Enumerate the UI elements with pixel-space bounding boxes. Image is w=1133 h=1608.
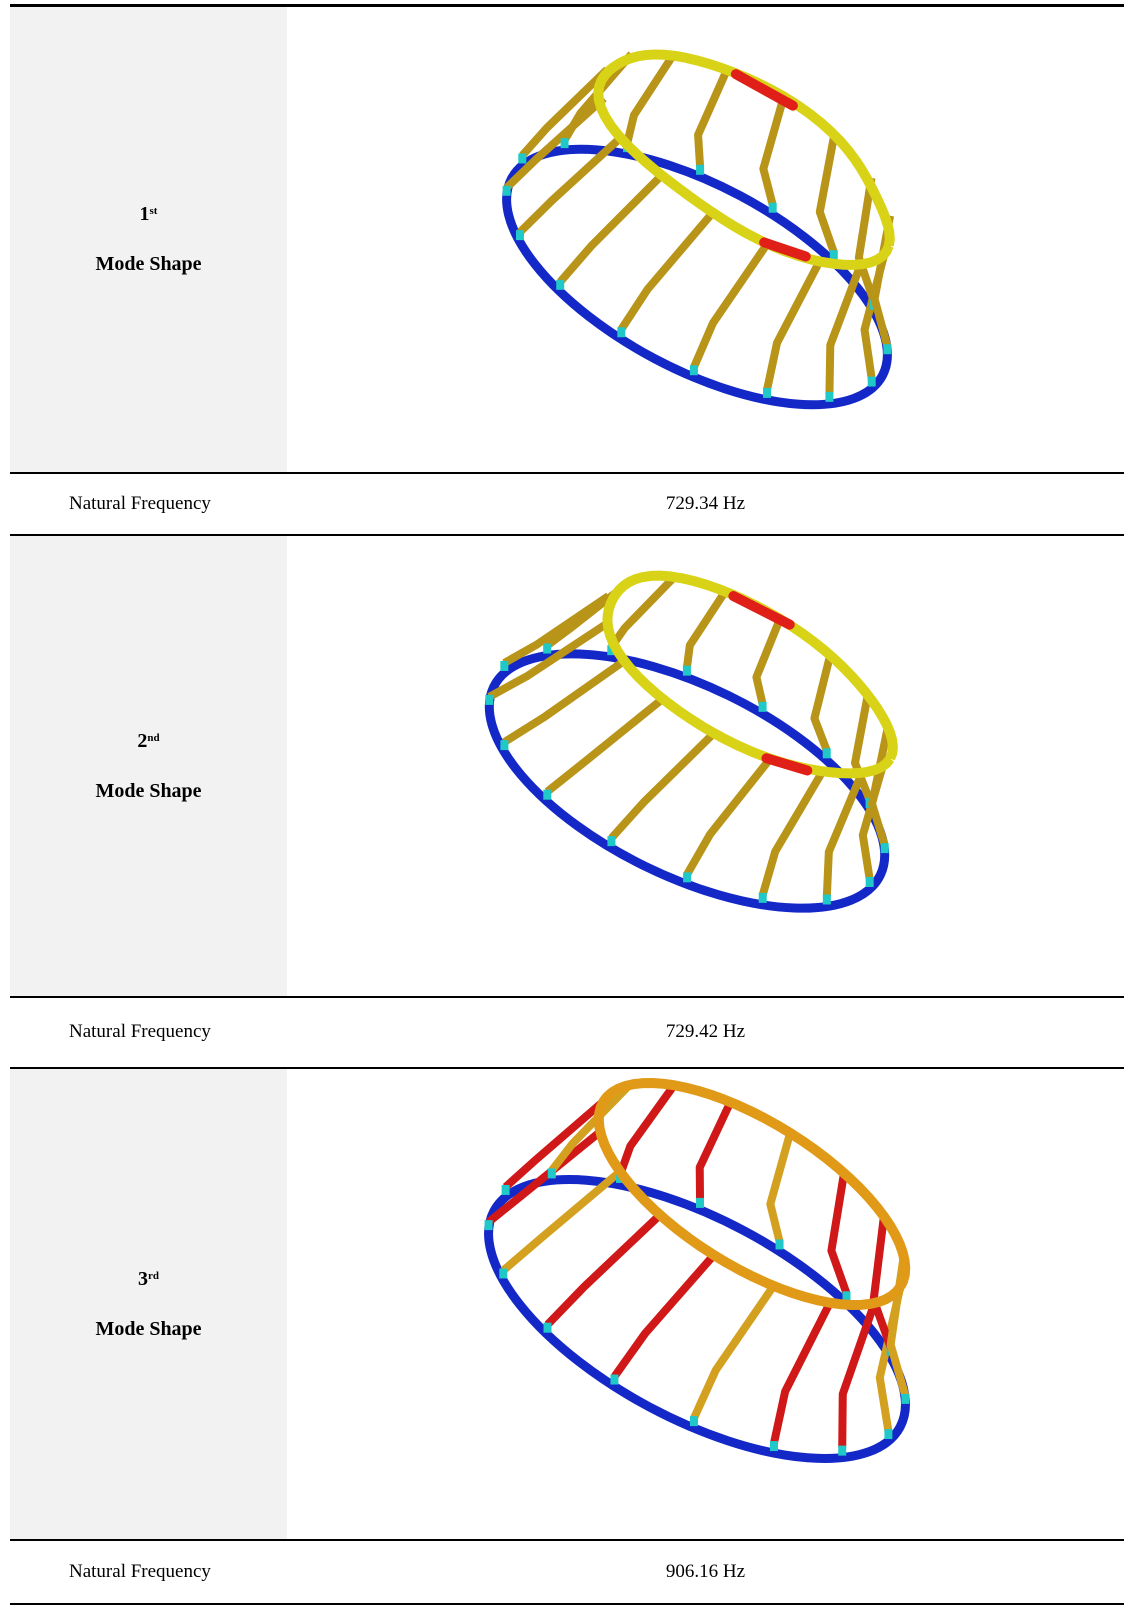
mode-ordinal: 2nd	[137, 729, 160, 752]
spoke	[487, 620, 609, 701]
spoke	[822, 770, 867, 897]
spoke	[854, 177, 878, 304]
spoke	[616, 1082, 678, 1177]
spoke	[759, 98, 787, 206]
spoke	[838, 1301, 879, 1448]
spoke	[544, 695, 666, 795]
natural-frequency-value: 729.42 Hz	[665, 1021, 746, 1042]
spoke	[503, 95, 607, 191]
row-divider	[10, 472, 1124, 474]
spoke	[690, 1283, 777, 1420]
spoke	[683, 756, 773, 877]
ring-structure-icon	[502, 49, 895, 410]
spoke	[763, 257, 825, 391]
mode-shape-figure	[287, 7, 1124, 472]
spoke	[695, 1100, 735, 1200]
spoke	[561, 51, 635, 143]
mode-caption: Mode Shape	[95, 1317, 202, 1340]
row-divider	[10, 996, 1124, 998]
peak-segment	[761, 753, 813, 776]
row-divider	[10, 1067, 1124, 1069]
spoke	[611, 1252, 717, 1379]
spoke	[608, 730, 717, 841]
row-divider	[10, 534, 1124, 536]
spoke	[500, 1168, 623, 1274]
mode-ordinal: 3rd	[138, 1267, 159, 1290]
mode-caption: Mode Shape	[95, 253, 202, 275]
spoke	[810, 652, 835, 752]
mode-label-cell: 2nd Mode Shape	[10, 536, 287, 996]
top-ring	[593, 49, 895, 270]
spoke	[548, 1082, 633, 1173]
spoke	[815, 136, 838, 254]
mode-shape-figure	[287, 536, 1124, 996]
top-ring	[593, 1078, 911, 1310]
peak-segment	[728, 591, 795, 630]
spoke	[502, 1098, 607, 1190]
spoke	[544, 1212, 663, 1328]
peak-segment	[759, 237, 811, 262]
spoke	[825, 258, 867, 394]
spoke	[519, 66, 610, 159]
spoke	[851, 691, 874, 802]
spoke	[766, 1131, 795, 1243]
natural-frequency-label: Natural Frequency	[69, 493, 211, 514]
spoke	[486, 1128, 603, 1226]
ring-structure-icon	[484, 1078, 911, 1463]
spoke	[557, 173, 663, 285]
row-divider	[10, 1539, 1124, 1541]
spoke	[694, 68, 731, 168]
table-top-rule	[10, 4, 1124, 7]
natural-frequency-value: 906.16 Hz	[665, 1561, 746, 1582]
spoke	[770, 1300, 834, 1444]
peak-segment	[730, 69, 798, 111]
spoke	[517, 132, 626, 236]
base-ring	[484, 1175, 910, 1463]
mode-ordinal: 1st	[139, 203, 158, 225]
spoke	[623, 52, 677, 146]
spoke	[682, 590, 728, 669]
natural-frequency-label: Natural Frequency	[69, 1021, 211, 1042]
mode-label-cell: 1st Mode Shape	[10, 7, 287, 472]
table-bottom-rule	[10, 1603, 1124, 1605]
spoke	[690, 241, 771, 369]
mode-caption: Mode Shape	[95, 779, 202, 802]
spoke	[502, 656, 628, 746]
spoke	[617, 212, 715, 332]
ring-structure-icon	[484, 570, 898, 913]
spoke	[758, 770, 826, 896]
spoke	[827, 1172, 851, 1295]
natural-frequency-value: 729.34 Hz	[665, 493, 746, 514]
mode-label-cell: 3rd Mode Shape	[10, 1069, 287, 1539]
base-ring	[484, 649, 890, 913]
mode-shape-figure	[287, 1069, 1124, 1539]
spoke	[868, 727, 892, 847]
spoke	[752, 617, 784, 705]
natural-frequency-label: Natural Frequency	[69, 1561, 211, 1582]
